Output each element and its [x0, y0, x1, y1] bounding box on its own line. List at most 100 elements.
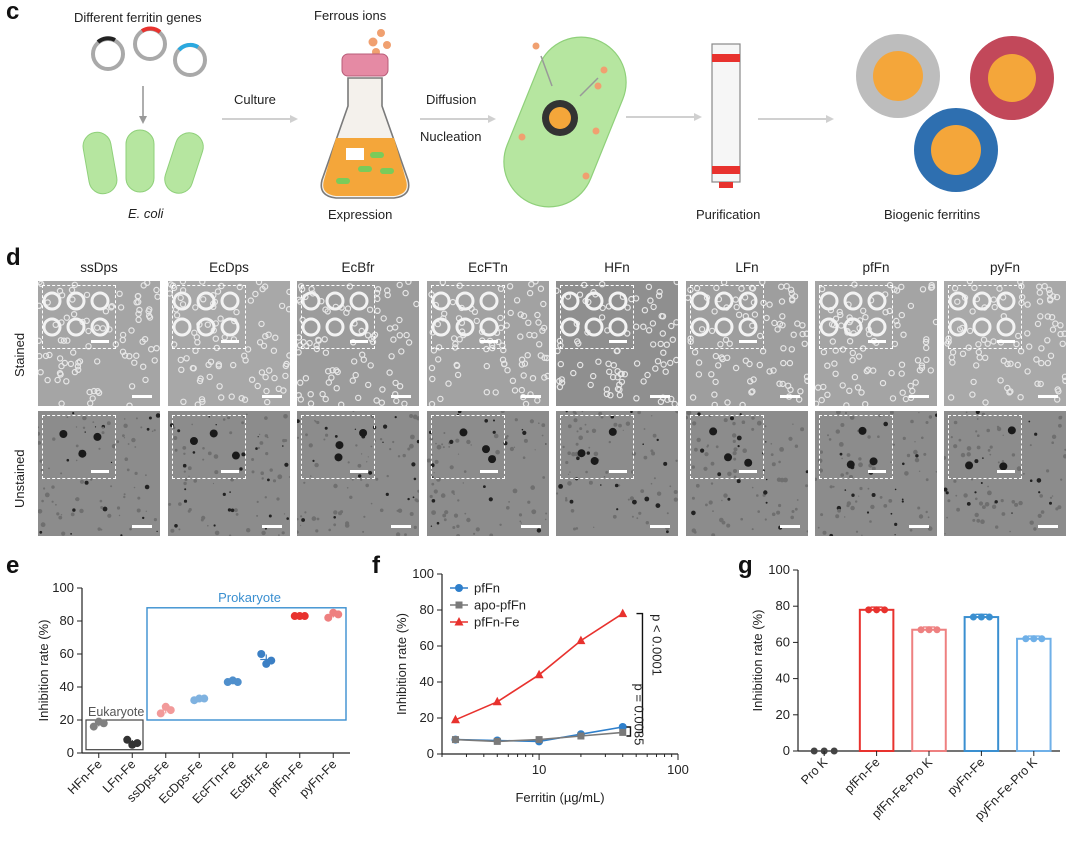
tem-stained-image: [297, 281, 419, 406]
y-tick-label: 80: [60, 613, 74, 628]
bacterium-icon: [503, 36, 627, 208]
data-point: [133, 739, 142, 748]
data-point: [89, 722, 98, 731]
column-title: ssDps: [80, 260, 118, 275]
expression-label: Expression: [328, 207, 393, 222]
tem-unstained-image: [686, 411, 808, 536]
inset-scale-bar: [609, 340, 627, 343]
inset-box: [819, 285, 893, 349]
tem-stained-image: [38, 281, 160, 406]
x-tick-label: HFn-Fe: [65, 757, 105, 797]
scale-bar: [132, 395, 152, 398]
y-tick-label: 0: [783, 743, 790, 758]
scale-bar: [650, 525, 670, 528]
genes-label: Different ferritin genes: [74, 10, 202, 25]
host-label: E. coli: [128, 206, 164, 221]
inset-scale-bar: [91, 470, 109, 473]
data-point: [233, 678, 242, 687]
tem-stained-image: [427, 281, 549, 406]
panel-g-letter: g: [738, 552, 753, 579]
culture-label: Culture: [234, 92, 276, 107]
tem-unstained-image: [168, 411, 290, 536]
ferritin-structures-icon: [856, 34, 1054, 192]
data-point: [917, 626, 925, 634]
y-tick-label: 100: [52, 580, 74, 595]
data-point: [451, 736, 459, 744]
data-point: [810, 747, 818, 755]
column-title: EcFTn: [468, 260, 508, 275]
inset-scale-bar: [221, 340, 239, 343]
inset-scale-bar: [739, 470, 757, 473]
data-point: [576, 635, 586, 645]
chart-g: 0 20 40 60 80 100 Inhibition rate (%) Pro K pfFn…: [750, 562, 1060, 823]
tem-stained-image: [944, 281, 1066, 406]
inset-scale-bar: [480, 470, 498, 473]
inset-scale-bar: [997, 340, 1015, 343]
y-tick-label: 0: [67, 745, 74, 760]
eukaryote-box: [85, 719, 144, 751]
scale-bar: [521, 395, 541, 398]
data-point: [925, 626, 933, 634]
product-label: Biogenic ferritins: [884, 207, 981, 222]
y-axis-label: Inhibition rate (%): [36, 620, 51, 722]
scale-bar: [132, 525, 152, 528]
data-point: [1038, 635, 1046, 643]
y-tick-label: 100: [768, 562, 790, 577]
data-point: [156, 709, 165, 718]
y-tick-label: 40: [60, 679, 74, 694]
significance-bracket: [636, 612, 644, 734]
diffusion-arrow-icon: [420, 115, 496, 123]
panel-f-letter: f: [372, 552, 380, 579]
y-tick-label: 20: [420, 710, 434, 725]
bar: [1016, 637, 1052, 752]
data-point: [166, 706, 175, 715]
inset-box: [301, 415, 375, 479]
panel-e-letter: e: [6, 552, 20, 579]
data-point: [535, 736, 543, 744]
data-point: [985, 613, 993, 621]
scale-bar: [391, 525, 411, 528]
data-point: [1030, 635, 1038, 643]
product-arrow-icon: [758, 115, 834, 123]
plasmid-icon: [91, 26, 207, 77]
y-tick-label: 60: [776, 634, 790, 649]
inset-box: [560, 285, 634, 349]
inset-box: [560, 415, 634, 479]
y-tick-label: 80: [420, 602, 434, 617]
data-point: [933, 626, 941, 634]
y-tick-label: 40: [420, 674, 434, 689]
y-tick-label: 80: [776, 598, 790, 613]
data-point: [881, 606, 889, 614]
ions-label: Ferrous ions: [314, 8, 387, 23]
x-tick-label: Pro K: [798, 755, 830, 787]
column-title: LFn: [735, 260, 759, 275]
purification-arrow-icon: [626, 113, 702, 121]
inset-scale-bar: [480, 340, 498, 343]
legend-marker: [455, 601, 463, 609]
tem-unstained-image: [38, 411, 160, 536]
series-line: [455, 612, 624, 721]
y-tick-label: 40: [776, 671, 790, 686]
inset-box: [301, 285, 375, 349]
inset-scale-bar: [739, 340, 757, 343]
x-tick-label: pyFn-Fe: [297, 757, 340, 800]
prokaryote-box: [146, 607, 347, 721]
bar: [911, 628, 947, 752]
scale-bar: [262, 525, 282, 528]
scale-bar: [909, 395, 929, 398]
scale-bar: [1038, 395, 1058, 398]
data-point: [865, 606, 873, 614]
tem-unstained-image: [815, 411, 937, 536]
scale-bar: [780, 525, 800, 528]
panel-d-letter: d: [6, 244, 21, 271]
data-point: [977, 613, 985, 621]
y-tick-label: 20: [776, 707, 790, 722]
legend-marker: [455, 584, 463, 592]
inset-box: [42, 285, 116, 349]
diffusion-label: Diffusion: [426, 92, 477, 107]
inset-box: [948, 285, 1022, 349]
y-axis-label: Inhibition rate (%): [394, 613, 409, 715]
y-tick-label: 60: [420, 638, 434, 653]
culture-arrow-icon: [222, 115, 298, 123]
